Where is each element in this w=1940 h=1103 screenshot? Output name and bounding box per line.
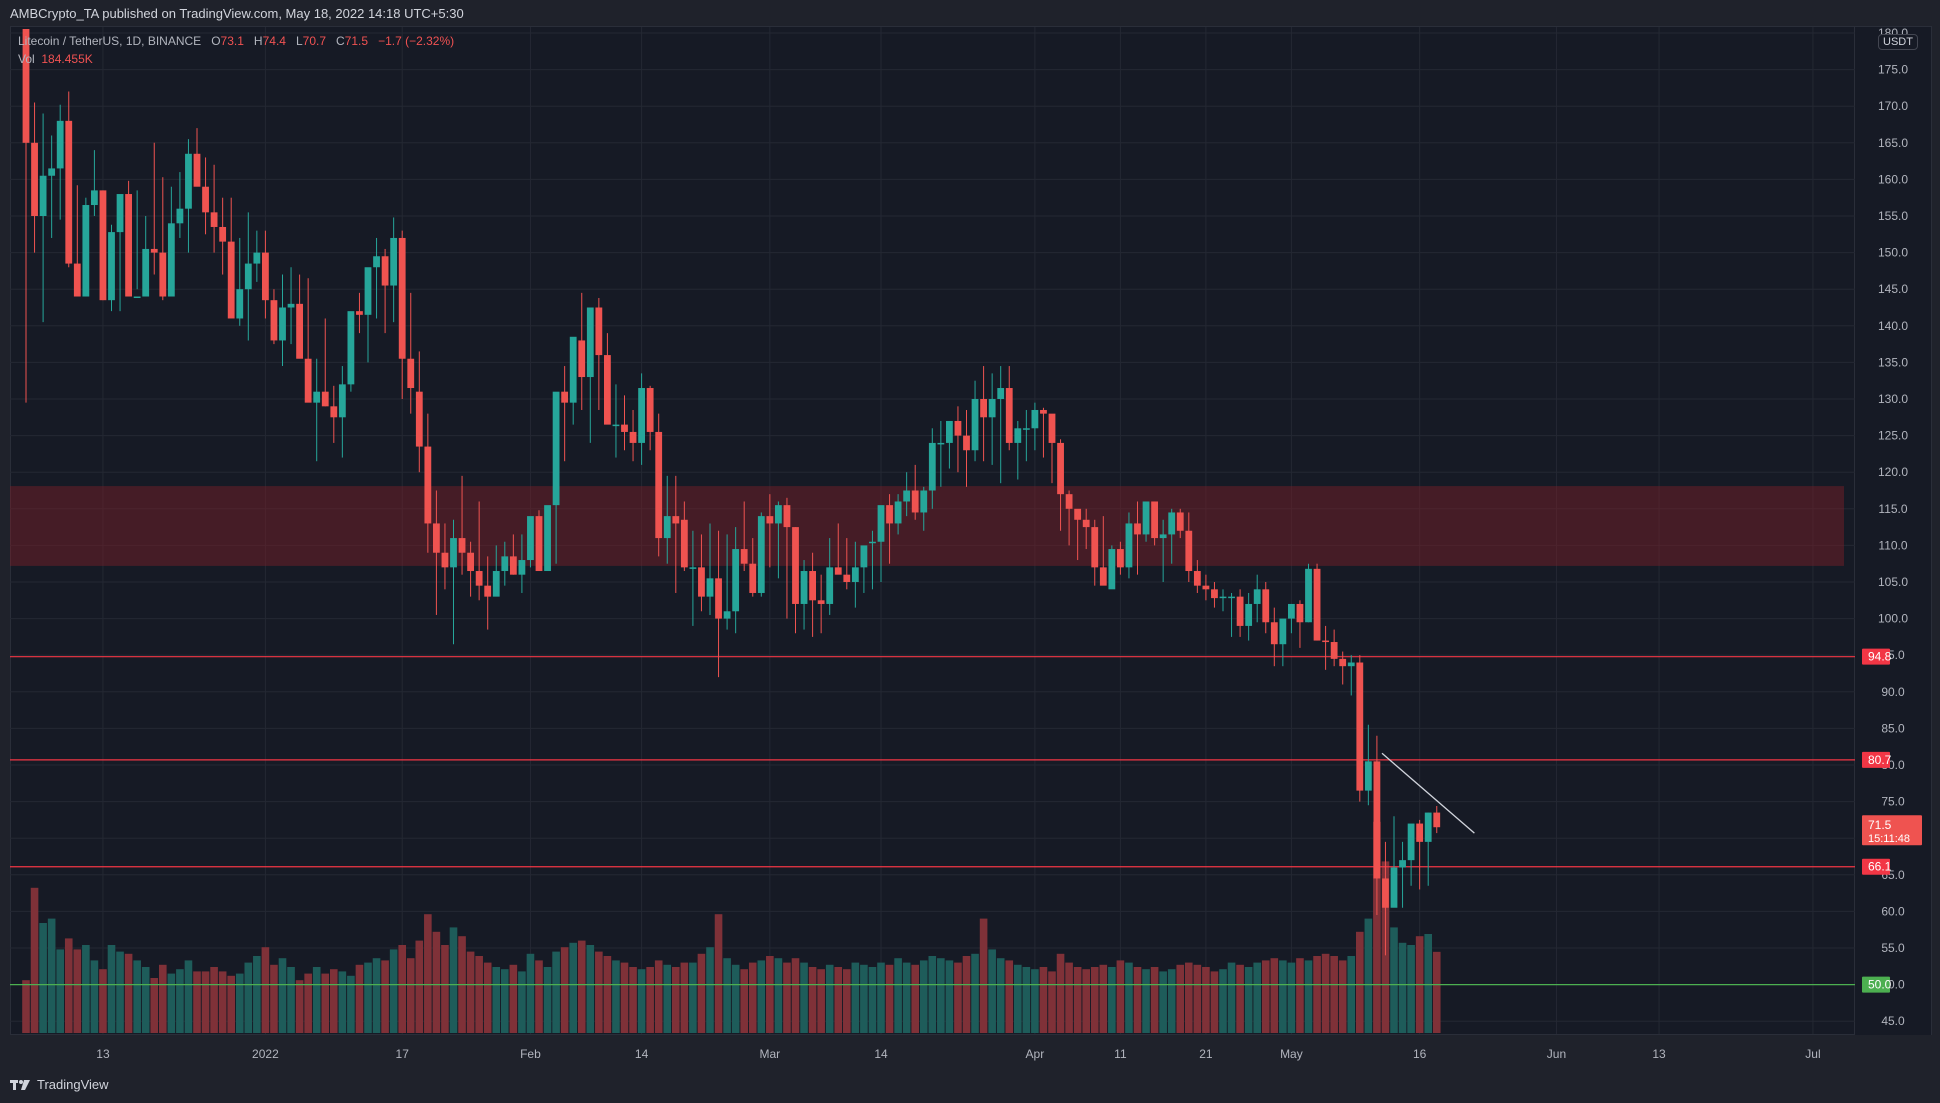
brand-name: TradingView	[37, 1077, 109, 1092]
currency-badge[interactable]: USDT	[1878, 34, 1918, 50]
price-axis[interactable]	[1855, 26, 1932, 1035]
legend-ohlc-row: Litecoin / TetherUS, 1D, BINANCE O73.1 H…	[18, 34, 454, 48]
tradingview-logo-icon	[10, 1079, 30, 1090]
high-value: 74.4	[262, 34, 286, 48]
symbol-legend: Litecoin / TetherUS, 1D, BINANCE O73.1 H…	[18, 34, 454, 66]
low-label: L	[295, 34, 303, 48]
close-label: C	[336, 34, 345, 48]
high-label: H	[253, 34, 263, 48]
tradingview-logo[interactable]: TradingView	[10, 1077, 109, 1092]
symbol-title[interactable]: Litecoin / TetherUS, 1D, BINANCE	[18, 34, 202, 48]
publish-header: AMBCrypto_TA published on TradingView.co…	[0, 0, 1940, 26]
footer	[0, 1035, 1940, 1103]
volume-value: 184.455K	[41, 52, 93, 66]
legend-volume-row: Vol 184.455K	[18, 52, 454, 66]
publish-info: AMBCrypto_TA published on TradingView.co…	[10, 6, 464, 21]
low-value: 70.7	[302, 34, 327, 48]
change-value: −1.7 (−2.32%)	[378, 34, 455, 48]
volume-label[interactable]: Vol	[18, 52, 35, 66]
chart-pane[interactable]	[10, 26, 1855, 1035]
open-label: O	[211, 34, 221, 48]
open-value: 73.1	[220, 34, 244, 48]
close-value: 71.5	[344, 34, 369, 48]
